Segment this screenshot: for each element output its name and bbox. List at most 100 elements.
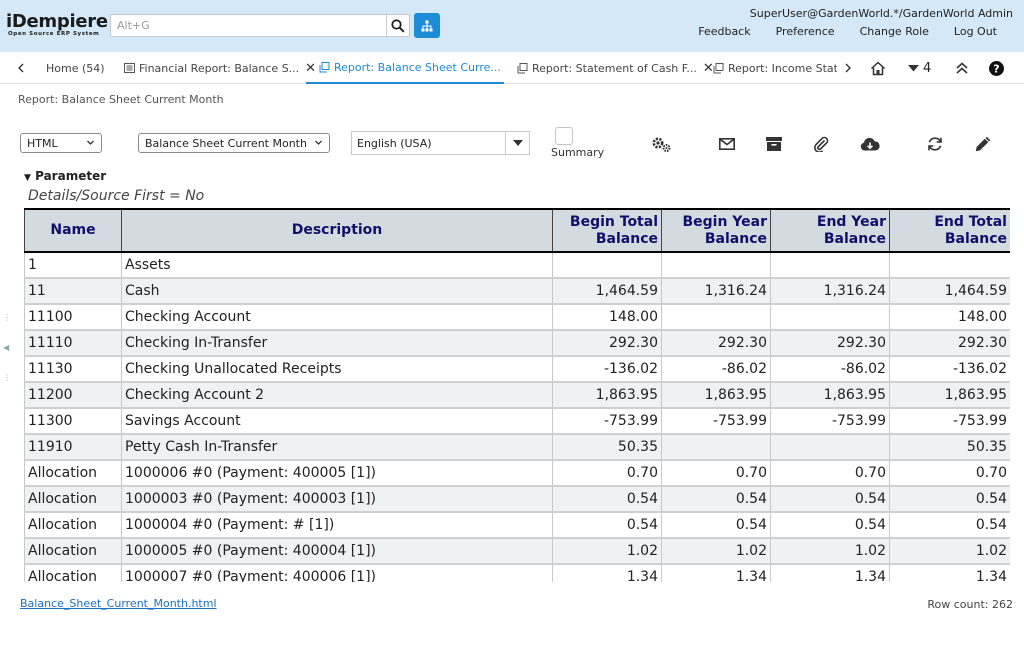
refresh-button[interactable]: [924, 133, 946, 155]
cell-description: 1000004 #0 (Payment: # [1]): [121, 511, 553, 539]
preference-link[interactable]: Preference: [775, 25, 835, 38]
user-context[interactable]: SuperUser@GardenWorld.*/GardenWorld Admi…: [749, 7, 1013, 20]
menu-tree-button[interactable]: [414, 13, 440, 38]
cell-description: Petty Cash In-Transfer: [121, 433, 553, 461]
language-value: English (USA): [357, 137, 432, 150]
home-icon: [870, 60, 886, 75]
cell-description: 1000003 #0 (Payment: 400003 [1]): [121, 485, 553, 513]
envelope-icon: [719, 138, 735, 150]
print-format-value: Balance Sheet Current Month: [145, 136, 307, 150]
chevron-down-icon: [87, 140, 94, 145]
output-format-select[interactable]: HTML: [20, 133, 102, 153]
table-row: Allocation 1000006 #0 (Payment: 400005 [1…: [24, 459, 1010, 487]
panel-drag-handle[interactable]: ⋮: [3, 373, 11, 382]
send-email-button[interactable]: [716, 133, 738, 155]
cell-end-total: 1.02: [889, 537, 1010, 565]
panel-drag-handle[interactable]: ⋮: [3, 313, 11, 322]
cell-begin-total: [552, 251, 662, 279]
chevron-down-icon: [315, 140, 322, 145]
tab-home[interactable]: Home (54): [46, 52, 105, 84]
table-row: Allocation 1000007 #0 (Payment: 400006 [1…: [24, 563, 1010, 582]
report-file-link[interactable]: Balance_Sheet_Current_Month.html: [20, 597, 217, 610]
table-row: Allocation 1000004 #0 (Payment: # [1]) 0.5…: [24, 511, 1010, 539]
cell-name: Allocation: [24, 459, 122, 487]
log-out-link[interactable]: Log Out: [953, 25, 997, 38]
output-format-value: HTML: [27, 136, 58, 150]
table-row: 11910 Petty Cash In-Transfer 50.35 50.35: [24, 433, 1010, 461]
export-button[interactable]: [859, 133, 881, 155]
cell-end-year: 0.54: [770, 485, 890, 513]
cell-begin-year: [661, 251, 771, 279]
cell-end-year: 1.34: [770, 563, 890, 582]
cell-end-year: 0.54: [770, 511, 890, 539]
tab-financial-report[interactable]: Financial Report: Balance S... ✕: [124, 52, 316, 84]
report-table: Name Description Begin Total Balance Beg…: [24, 208, 1010, 582]
cell-name: Allocation: [24, 511, 122, 539]
cell-begin-total: 1.02: [552, 537, 662, 565]
cell-description: Cash: [121, 277, 553, 305]
cell-end-year: -86.02: [770, 355, 890, 383]
cell-name: 11100: [24, 303, 122, 331]
report-wizard-button[interactable]: [972, 133, 994, 155]
change-role-link[interactable]: Change Role: [859, 25, 929, 38]
tab-cash-flow-report[interactable]: Report: Statement of Cash F... ✕: [517, 52, 714, 84]
help-button[interactable]: ?: [989, 52, 1004, 84]
cell-description: Checking Unallocated Receipts: [121, 355, 553, 383]
print-format-select[interactable]: Balance Sheet Current Month: [138, 133, 330, 153]
column-header-name: Name: [24, 208, 122, 253]
idempiere-logo[interactable]: iDempiere Open Source ERP System: [6, 13, 108, 39]
tabs-scroll-left-button[interactable]: [13, 59, 29, 77]
pencil-icon: [975, 136, 991, 152]
cell-begin-year: [661, 303, 771, 331]
search-icon: [391, 18, 405, 33]
table-row: 11110 Checking In-Transfer 292.30 292.30 292…: [24, 329, 1010, 357]
cell-begin-total: 1,863.95: [552, 381, 662, 409]
cell-begin-total: -136.02: [552, 355, 662, 383]
archive-button[interactable]: [763, 133, 785, 155]
cell-description: Checking Account 2: [121, 381, 553, 409]
open-windows-count: 4: [923, 60, 932, 76]
cell-end-year: -753.99: [770, 407, 890, 435]
tab-label: Report: Statement of Cash F...: [532, 61, 697, 75]
collapse-header-button[interactable]: [955, 52, 969, 84]
parameter-title: Parameter: [35, 169, 107, 183]
cell-begin-year: 1,863.95: [661, 381, 771, 409]
collapse-west-panel-icon[interactable]: ◀: [3, 343, 10, 352]
cell-begin-total: 148.00: [552, 303, 662, 331]
cell-begin-total: 0.54: [552, 511, 662, 539]
cell-end-year: [770, 433, 890, 461]
cell-end-total: 148.00: [889, 303, 1010, 331]
help-icon: ?: [989, 60, 1004, 76]
report-viewer[interactable]: Name Description Begin Total Balance Beg…: [24, 208, 1010, 582]
customize-button[interactable]: [650, 133, 672, 155]
cell-name: Allocation: [24, 485, 122, 513]
open-windows-dropdown[interactable]: 4: [908, 52, 931, 84]
table-row: 11300 Savings Account -753.99 -753.99 -753.9…: [24, 407, 1010, 435]
parameter-section-toggle[interactable]: ▼ Parameter: [24, 169, 106, 183]
tab-income-statement-report[interactable]: Report: Income Staten: [713, 52, 837, 84]
cell-name: 11910: [24, 433, 122, 461]
attachment-button[interactable]: [810, 133, 832, 155]
tabs-scroll-right-button[interactable]: [840, 59, 856, 77]
cell-end-year: 292.30: [770, 329, 890, 357]
tab-balance-sheet-report[interactable]: Report: Balance Sheet Curre... ✕: [306, 52, 504, 84]
cell-begin-year: 292.30: [661, 329, 771, 357]
language-combobox[interactable]: English (USA): [351, 131, 530, 155]
cell-end-total: 1.34: [889, 563, 1010, 582]
language-dropdown-button[interactable]: [505, 132, 529, 154]
cell-end-total: [889, 251, 1010, 279]
tab-label: Report: Income Staten: [728, 61, 837, 75]
gears-icon: [652, 137, 670, 152]
sitemap-icon: [421, 20, 433, 31]
table-row: 11100 Checking Account 148.00 148.00: [24, 303, 1010, 331]
search-button[interactable]: [386, 14, 410, 37]
summary-checkbox[interactable]: [555, 127, 573, 145]
table-row: Allocation 1000003 #0 (Payment: 400003 [1…: [24, 485, 1010, 513]
global-search-input[interactable]: [110, 14, 387, 37]
close-icon[interactable]: ✕: [305, 60, 317, 76]
cell-begin-total: 50.35: [552, 433, 662, 461]
close-icon[interactable]: ✕: [702, 60, 714, 76]
feedback-link[interactable]: Feedback: [698, 25, 751, 38]
logo-text: iDempiere: [6, 11, 108, 32]
home-button[interactable]: [870, 52, 886, 84]
